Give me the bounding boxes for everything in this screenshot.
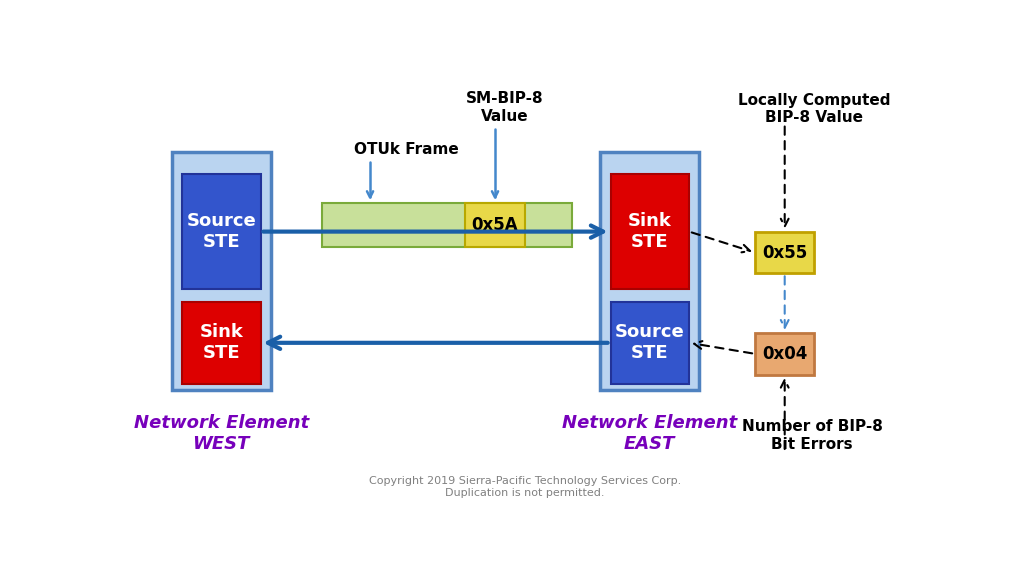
Text: 0x5A: 0x5A <box>472 216 518 234</box>
Text: Source
STE: Source STE <box>186 212 256 251</box>
Text: Network Element
EAST: Network Element EAST <box>562 414 737 453</box>
FancyBboxPatch shape <box>172 152 270 390</box>
Text: Network Element
WEST: Network Element WEST <box>133 414 309 453</box>
FancyBboxPatch shape <box>755 232 814 273</box>
FancyBboxPatch shape <box>600 152 699 390</box>
Text: 0x55: 0x55 <box>762 244 807 261</box>
FancyBboxPatch shape <box>182 174 260 289</box>
FancyBboxPatch shape <box>465 203 524 247</box>
FancyBboxPatch shape <box>610 174 689 289</box>
FancyBboxPatch shape <box>755 333 814 375</box>
Text: Copyright 2019 Sierra-Pacific Technology Services Corp.
Duplication is not permi: Copyright 2019 Sierra-Pacific Technology… <box>369 476 681 498</box>
Text: SM-BIP-8
Value: SM-BIP-8 Value <box>466 92 544 197</box>
Text: Sink
STE: Sink STE <box>628 212 672 251</box>
Text: Sink
STE: Sink STE <box>200 323 243 362</box>
Text: Number of BIP-8
Bit Errors: Number of BIP-8 Bit Errors <box>741 419 883 452</box>
Text: OTUk Frame: OTUk Frame <box>354 142 459 197</box>
Text: Locally Computed
BIP-8 Value: Locally Computed BIP-8 Value <box>738 93 891 125</box>
Text: Source
STE: Source STE <box>615 323 685 362</box>
FancyBboxPatch shape <box>323 203 572 247</box>
FancyBboxPatch shape <box>182 302 260 384</box>
Text: 0x04: 0x04 <box>762 345 807 363</box>
FancyBboxPatch shape <box>610 302 689 384</box>
